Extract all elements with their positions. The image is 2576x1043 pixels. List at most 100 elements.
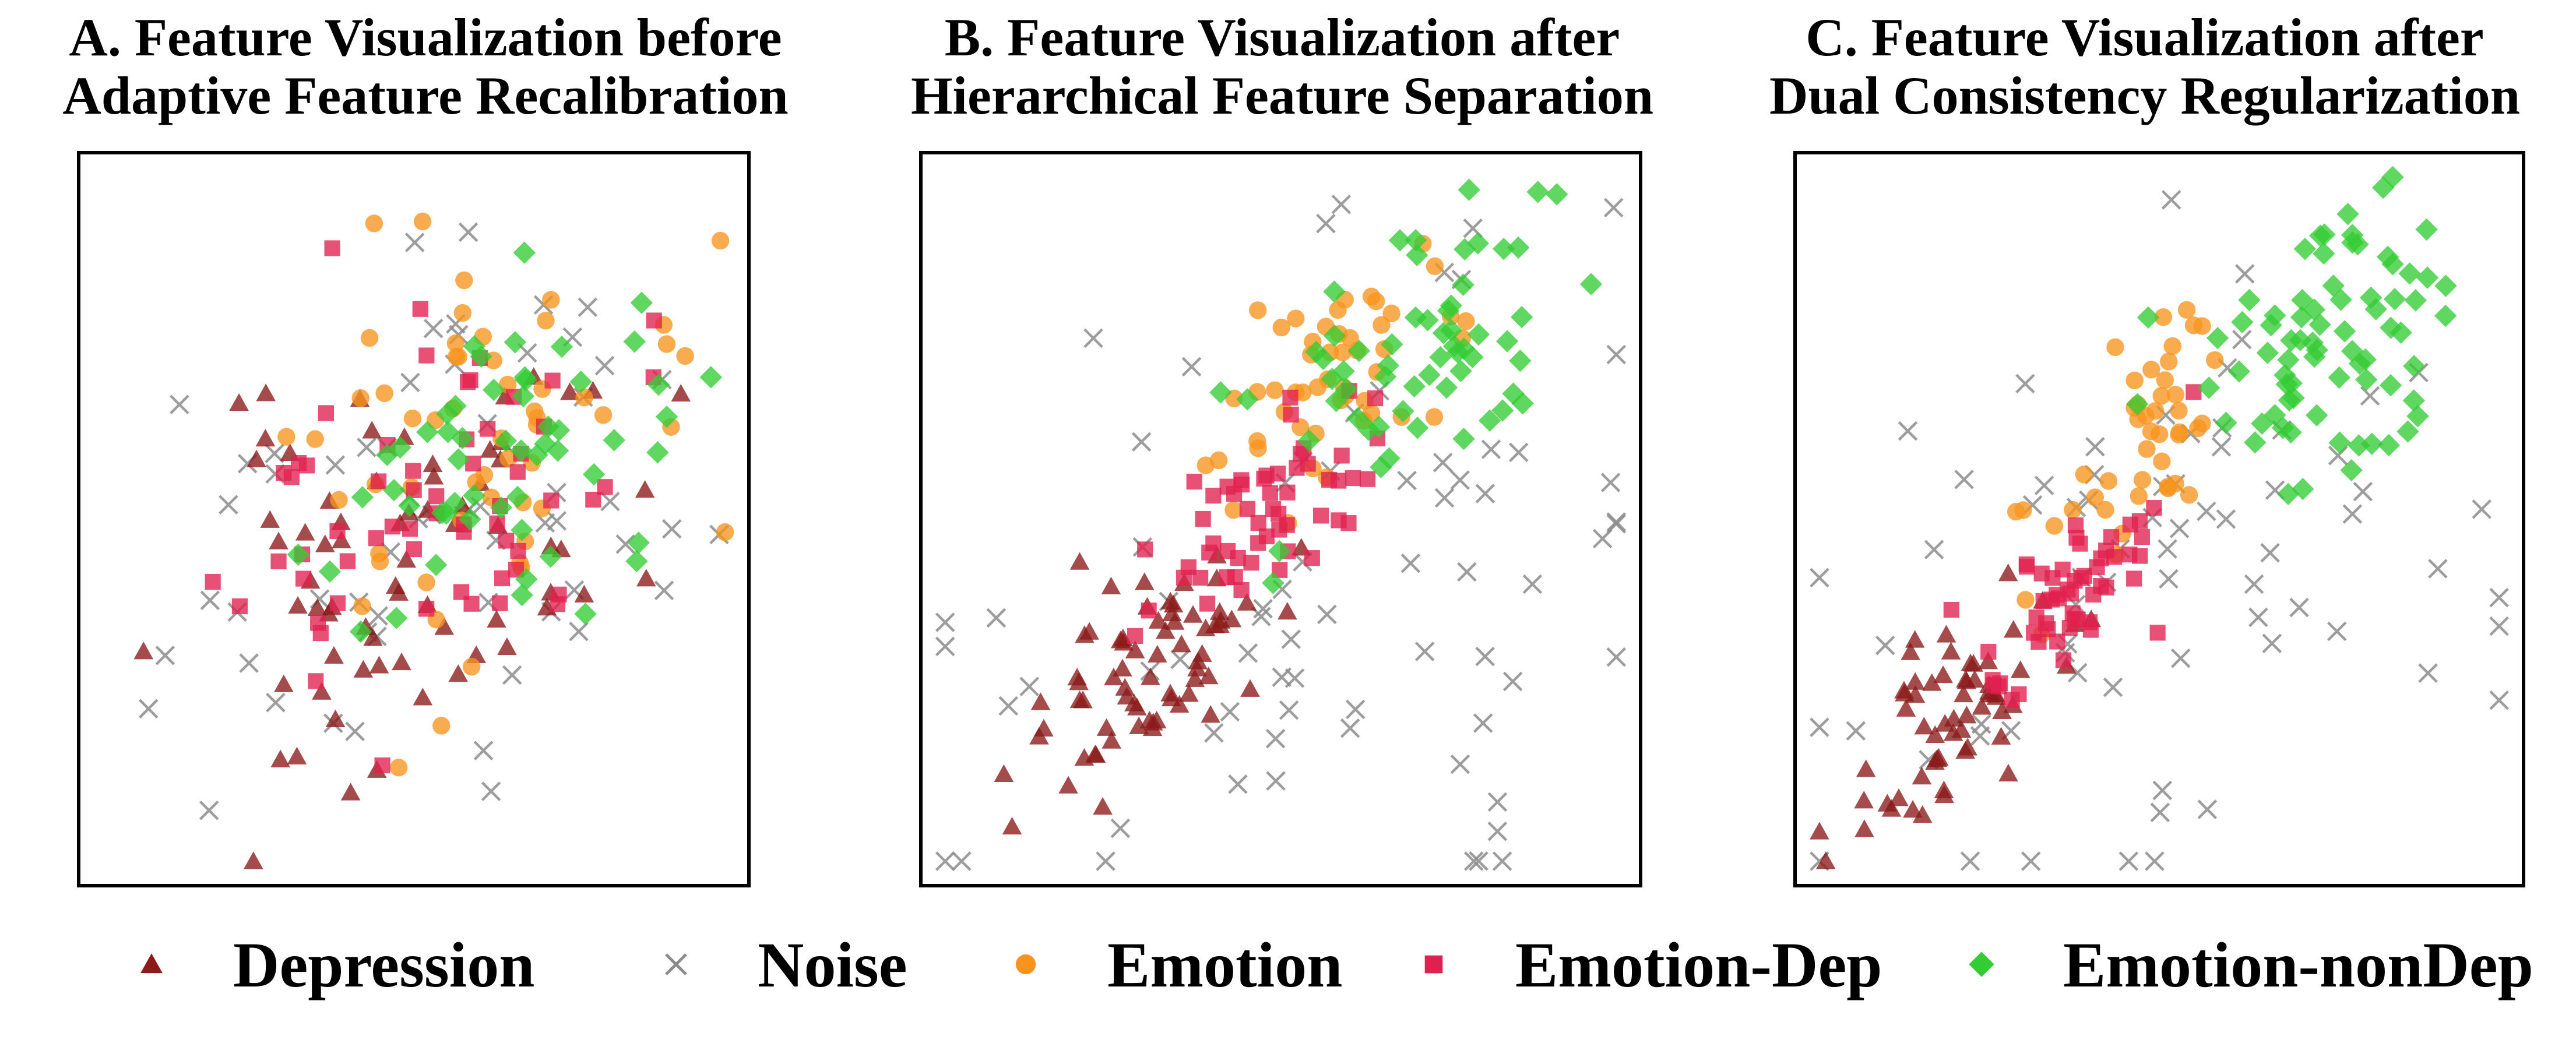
depression-point xyxy=(1856,759,1876,777)
emotion-nondep-point xyxy=(582,463,606,486)
emotion-nondep-point xyxy=(1312,347,1335,371)
emotion-dep-point xyxy=(646,312,662,329)
panel-b-title-line-2: Hierarchical Feature Separation xyxy=(911,66,1653,125)
emotion-dep-point xyxy=(329,595,346,611)
emotion-nondep-point xyxy=(1323,324,1346,347)
emotion-nondep-point xyxy=(463,484,485,507)
emotion-nondep-point xyxy=(2313,223,2336,246)
emotion-dep-point xyxy=(2093,550,2109,566)
depression-point xyxy=(369,656,389,674)
emotion-nondep-point xyxy=(1467,323,1490,346)
noise-point xyxy=(2248,607,2268,628)
emotion-nondep-point xyxy=(2380,316,2402,339)
noise-point xyxy=(615,534,636,554)
noise-point xyxy=(1110,818,1131,838)
emotion-nondep-point xyxy=(1346,407,1369,429)
emotion-nondep-point xyxy=(1429,346,1452,369)
panel-a-title-line-1: A. Feature Visualization before xyxy=(69,8,782,67)
noise-point xyxy=(170,394,189,415)
emotion-nondep-point xyxy=(2308,313,2331,336)
emotion-dep-point xyxy=(1141,602,1157,619)
emotion-dep-point xyxy=(1199,596,1216,612)
emotion-nondep-point xyxy=(1461,346,1484,368)
emotion-point xyxy=(2142,361,2160,379)
emotion-nondep-point xyxy=(1404,306,1427,329)
emotion-dep-point xyxy=(509,464,526,480)
emotion-point xyxy=(1333,343,1352,362)
noise-point xyxy=(155,646,175,665)
emotion-point xyxy=(1382,304,1400,323)
emotion-nondep-point xyxy=(1236,388,1259,411)
noise-point xyxy=(1228,774,1248,794)
emotion-dep-point xyxy=(2131,513,2148,529)
noise-point xyxy=(1340,718,1360,738)
depression-point xyxy=(1925,725,1945,743)
emotion-nondep-point xyxy=(2277,348,2300,371)
depression-point xyxy=(312,682,332,700)
emotion-point xyxy=(375,384,393,403)
emotion-dep-point xyxy=(549,596,566,612)
emotion-point xyxy=(277,428,295,446)
emotion-nondep-point xyxy=(2206,326,2229,350)
emotion-dep-point xyxy=(418,601,435,617)
emotion-point xyxy=(1287,309,1305,327)
emotion-dep-point xyxy=(368,530,385,547)
depression-point xyxy=(1067,668,1087,686)
depression-point xyxy=(392,652,411,671)
emotion-nondep-point xyxy=(1406,417,1429,439)
emotion-nondep-point xyxy=(1305,340,1328,364)
emotion-dep-point xyxy=(418,347,435,364)
emotion-nondep-point xyxy=(515,568,538,591)
noise-point xyxy=(2428,559,2448,579)
emotion-point xyxy=(2142,422,2160,441)
emotion-point xyxy=(2189,419,2207,438)
emotion-nondep-point xyxy=(699,366,723,389)
emotion-dep-point xyxy=(276,465,292,481)
noise-point xyxy=(2234,264,2255,284)
emotion-nondep-point xyxy=(424,554,448,576)
noise-point xyxy=(935,612,955,632)
noise-point xyxy=(2489,587,2509,608)
emotion-point xyxy=(2014,501,2032,519)
depression-point xyxy=(362,421,382,439)
noise-point xyxy=(1522,574,1543,594)
noise-point xyxy=(199,801,219,820)
emotion-point xyxy=(1248,432,1266,450)
emotion-dep-point xyxy=(231,598,248,615)
emotion-nondep-point xyxy=(511,519,533,541)
depression-point xyxy=(385,576,406,594)
noise-point xyxy=(1083,328,1103,348)
noise-point xyxy=(2034,475,2054,495)
emotion-dep-point xyxy=(543,492,559,509)
emotion-point xyxy=(446,334,465,353)
legend-label-emotion-nondep: Emotion-nonDep xyxy=(2063,929,2533,1000)
emotion-nondep-point xyxy=(1209,381,1232,404)
depression-point xyxy=(1179,684,1199,702)
depression-point xyxy=(243,851,263,869)
depression-point xyxy=(1278,602,1297,620)
emotion-nondep-point xyxy=(1507,236,1530,259)
emotion-dep-point xyxy=(1271,506,1287,522)
emotion-dep-point xyxy=(480,421,496,437)
noise-point xyxy=(1450,470,1470,490)
emotion-nondep-point xyxy=(1347,339,1371,362)
noise-point xyxy=(345,721,365,741)
emotion-nondep-point xyxy=(1367,415,1391,438)
emotion-nondep-point xyxy=(2251,412,2274,435)
emotion-nondep-point xyxy=(1452,427,1475,450)
emotion-nondep-point xyxy=(2215,411,2237,434)
noise-point xyxy=(1603,198,1624,218)
emotion-dep-point xyxy=(2033,565,2050,582)
emotion-nondep-point xyxy=(2280,372,2303,394)
depression-point xyxy=(541,536,561,555)
noise-point xyxy=(1606,344,1627,365)
emotion-point xyxy=(417,573,435,591)
emotion-nondep-point xyxy=(2279,421,2302,444)
emotion-dep-point xyxy=(1186,474,1202,490)
depression-point xyxy=(1139,710,1160,729)
depression-point xyxy=(1086,745,1106,763)
emotion-point xyxy=(2166,386,2185,404)
emotion-nondep-point xyxy=(444,394,467,417)
emotion-nondep-point xyxy=(2379,374,2402,397)
